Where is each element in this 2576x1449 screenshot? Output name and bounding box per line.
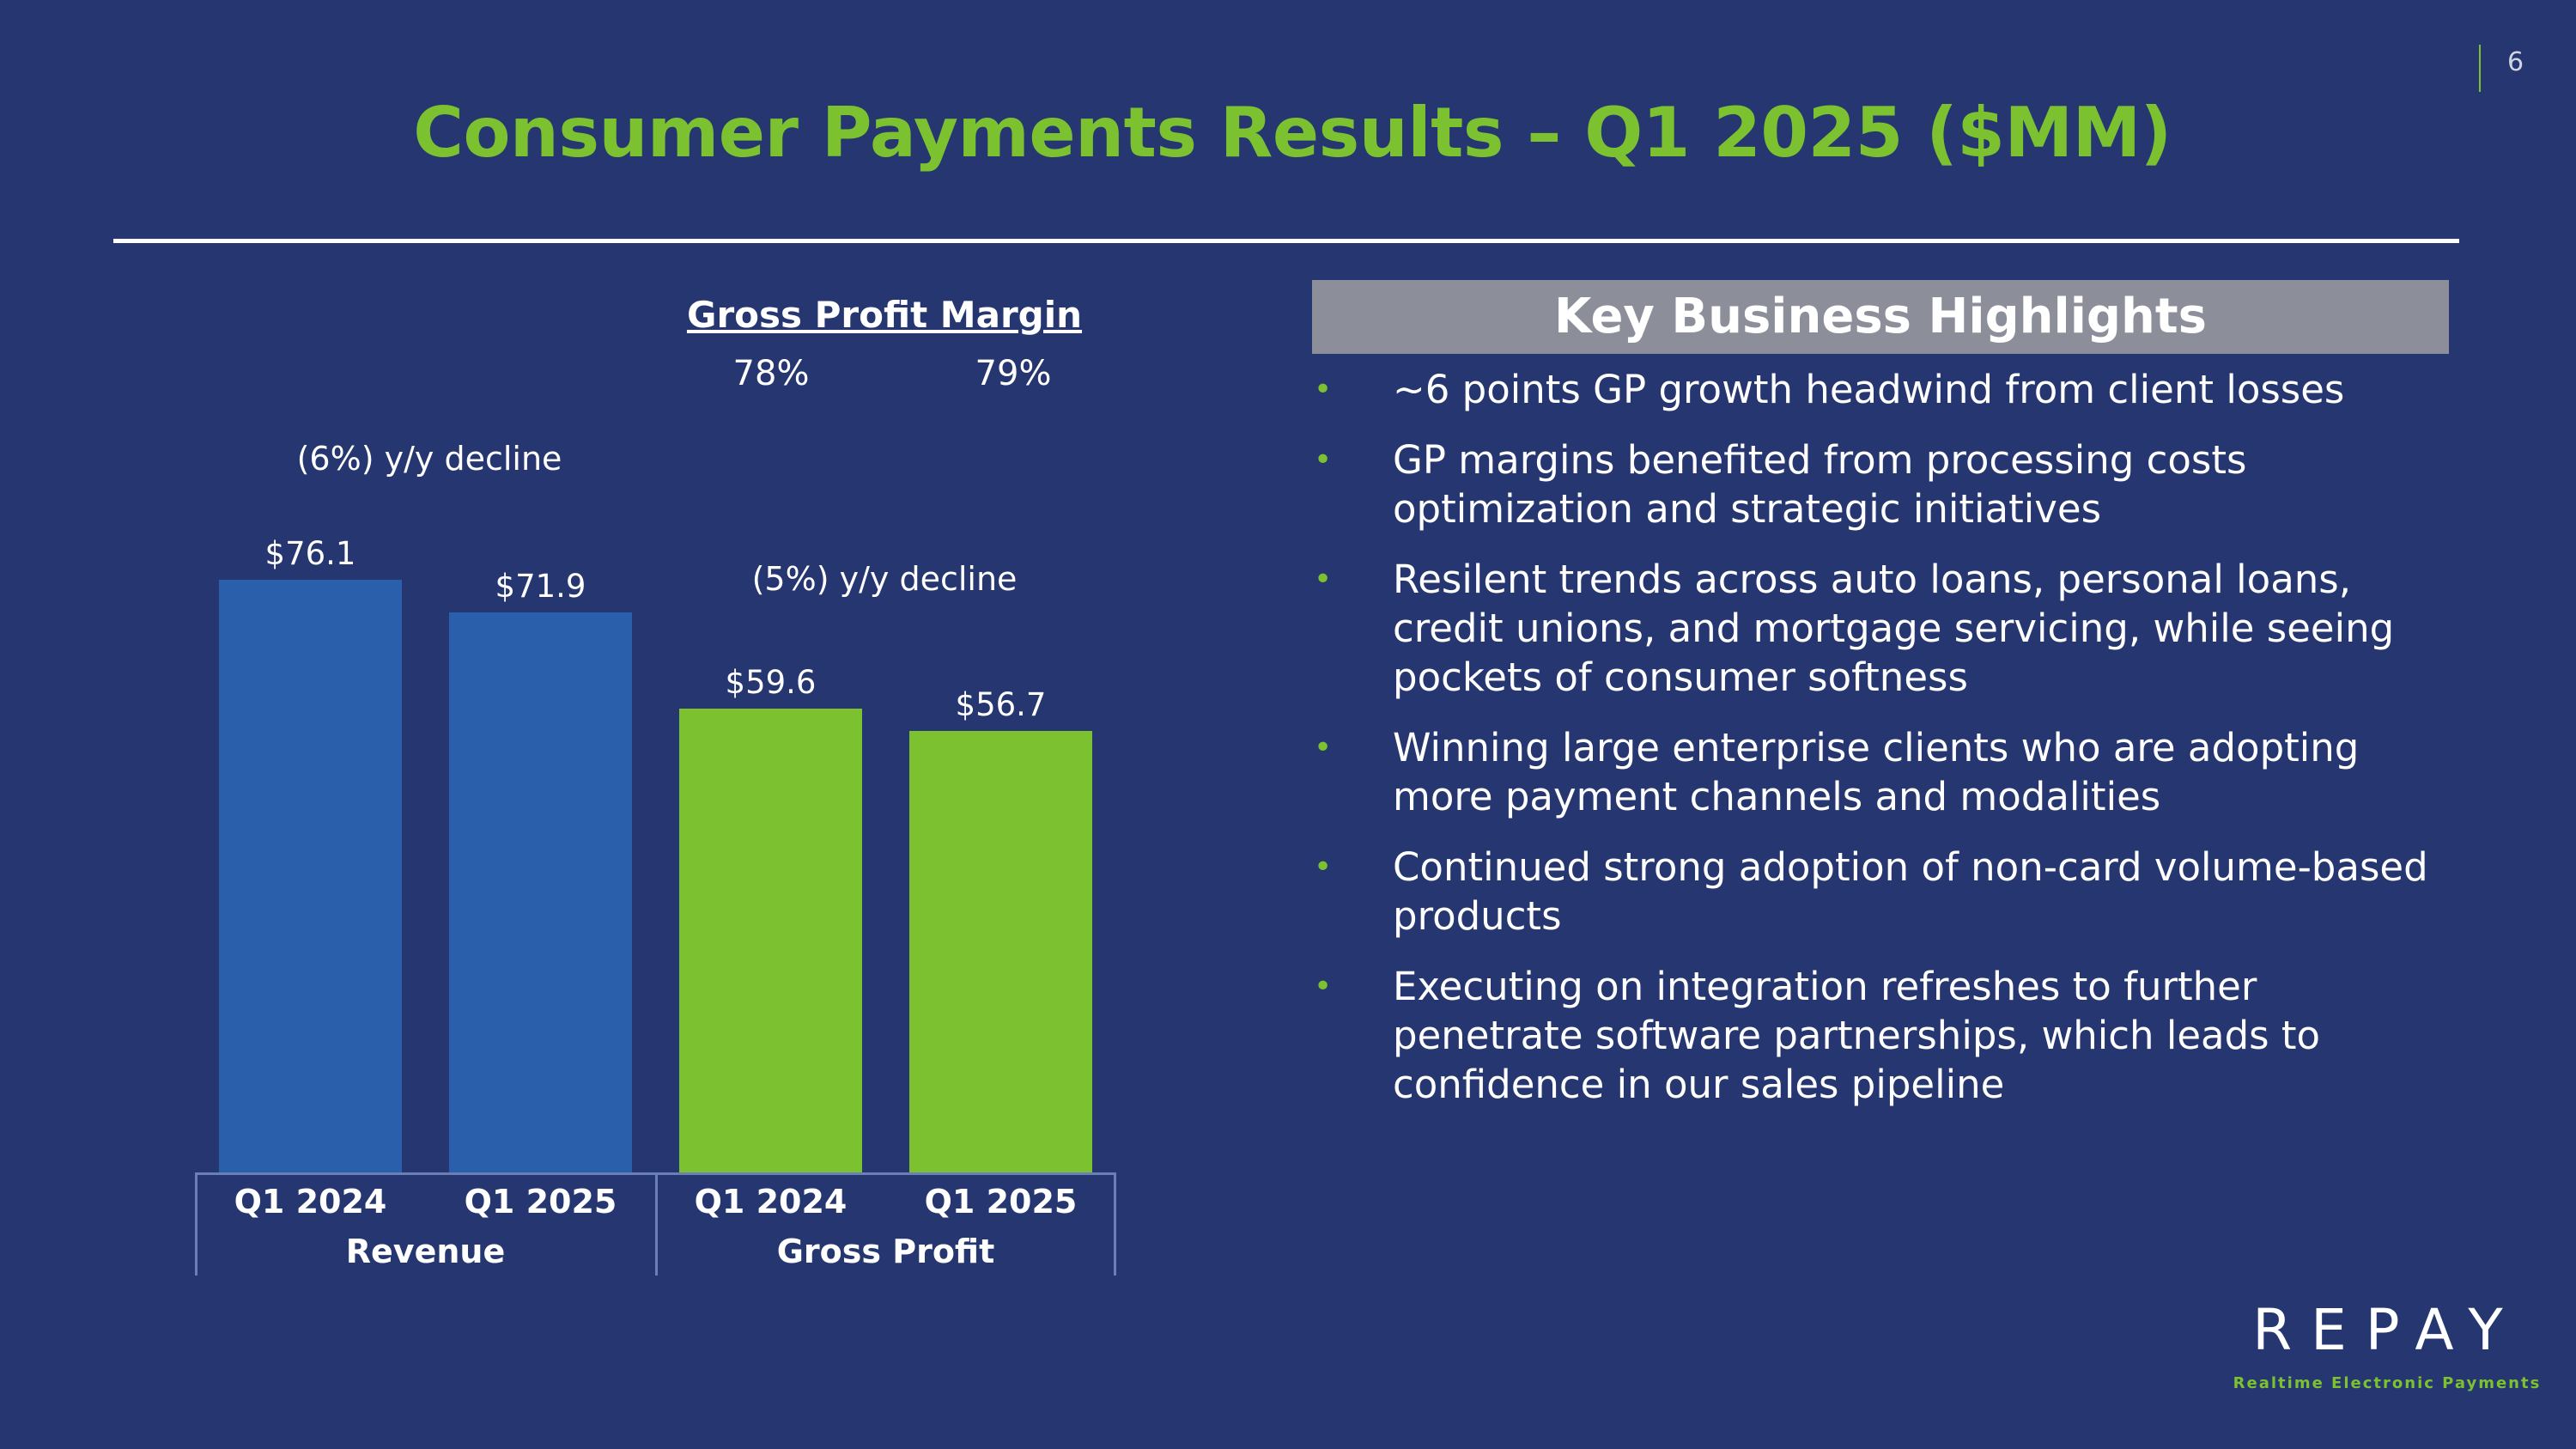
- data-label: $59.6: [725, 664, 817, 701]
- group-label: Revenue: [345, 1233, 506, 1270]
- slide-title: Consumer Payments Results – Q1 2025 ($MM…: [413, 93, 2172, 173]
- bar-gross-profit-2: [909, 731, 1092, 1172]
- repay-logo: REPAY: [2252, 1297, 2522, 1363]
- bullet-icon: •: [1314, 372, 1333, 407]
- tick-label: Q1 2025: [464, 1183, 617, 1221]
- bar-chart: $76.1 Q1 2024 $71.9 Q1 2025 Revenue $59.6 Q1 2…: [0, 258, 1288, 1331]
- highlight-text: Winning large enterprise clients who are…: [1393, 725, 2360, 819]
- bar-revenue-2: [449, 612, 632, 1172]
- data-label: $71.9: [495, 568, 586, 605]
- axis-divider-left: [195, 1172, 197, 1275]
- bar-gross-profit-1: [679, 709, 862, 1172]
- bullet-icon: •: [1314, 969, 1333, 1004]
- highlights-list: • ~6 points GP growth headwind from clien…: [1305, 365, 2456, 1130]
- logo-tagline: Realtime Electronic Payments: [2233, 1374, 2542, 1392]
- tick-label: Q1 2024: [694, 1183, 848, 1221]
- list-item: • Resilent trends across auto loans, pers…: [1305, 555, 2456, 702]
- gross-profit-margin-title: Gross Profit Margin: [686, 294, 1083, 336]
- bullet-icon: •: [1314, 562, 1333, 597]
- data-label: $56.7: [955, 686, 1047, 723]
- list-item: • ~6 points GP growth headwind from clien…: [1305, 365, 2456, 414]
- revenue-decline-annotation: (6%) y/y decline: [296, 440, 562, 478]
- list-item: • Continued strong adoption of non-card v…: [1305, 843, 2456, 941]
- list-item: • GP margins benefited from processing co…: [1305, 435, 2456, 533]
- bar-revenue-1: [219, 580, 402, 1172]
- group-label: Gross Profit: [776, 1233, 995, 1270]
- bullet-icon: •: [1314, 730, 1333, 765]
- gpm-value-q1-2024: 78%: [732, 354, 810, 393]
- page-number-divider: [2479, 45, 2481, 92]
- title-divider: [113, 239, 2459, 243]
- axis-divider-middle: [655, 1172, 658, 1275]
- data-label: $76.1: [264, 535, 356, 572]
- list-item: • Executing on integration refreshes to f…: [1305, 962, 2456, 1109]
- highlight-text: ~6 points GP growth headwind from client…: [1393, 367, 2345, 412]
- page-number: 6: [2507, 47, 2524, 77]
- highlights-header: Key Business Highlights: [1312, 280, 2449, 354]
- highlight-text: Resilent trends across auto loans, perso…: [1393, 557, 2395, 700]
- list-item: • Winning large enterprise clients who ar…: [1305, 723, 2456, 821]
- tick-label: Q1 2025: [924, 1183, 1078, 1221]
- bullet-icon: •: [1314, 442, 1333, 478]
- tick-label: Q1 2024: [234, 1183, 387, 1221]
- highlight-text: Continued strong adoption of non-card vo…: [1393, 844, 2428, 939]
- gpm-value-q1-2025: 79%: [975, 354, 1052, 393]
- highlight-text: Executing on integration refreshes to fu…: [1393, 964, 2321, 1107]
- highlight-text: GP margins benefited from processing cos…: [1393, 437, 2247, 532]
- gross-profit-decline-annotation: (5%) y/y decline: [751, 560, 1018, 598]
- bullet-icon: •: [1314, 849, 1333, 885]
- axis-divider-right: [1114, 1172, 1116, 1275]
